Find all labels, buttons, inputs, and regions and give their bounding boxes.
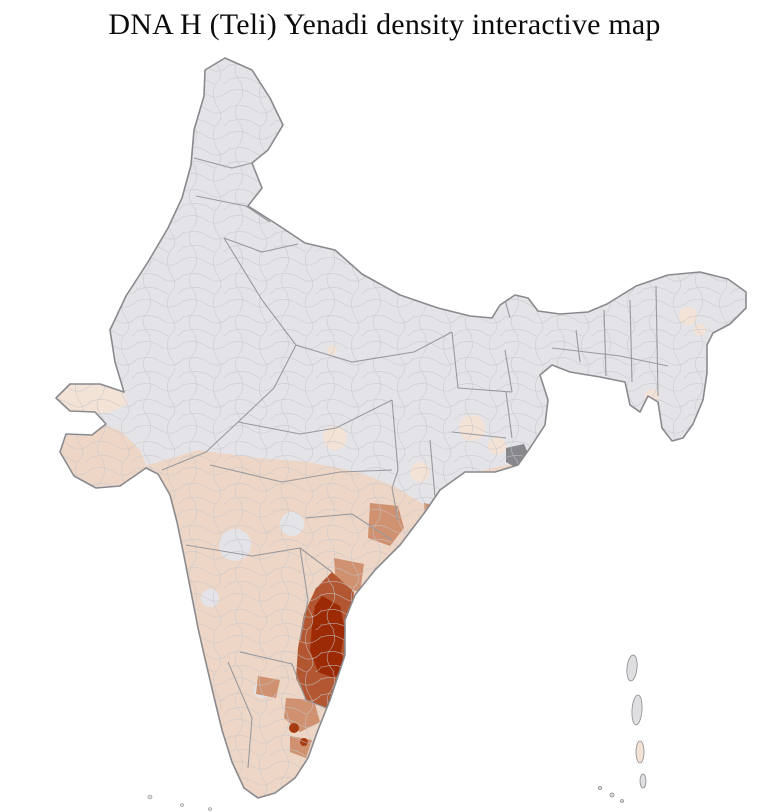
india-outline <box>55 57 747 799</box>
island[interactable] <box>598 786 602 790</box>
andaman-islands[interactable] <box>598 654 647 803</box>
island[interactable] <box>626 654 639 682</box>
india-regions <box>56 58 746 798</box>
lakshadweep-islands[interactable] <box>147 794 212 811</box>
island[interactable] <box>180 803 184 807</box>
district-boundaries-texture <box>56 58 746 798</box>
map-title: DNA H (Teli) Yenadi density interactive … <box>108 8 661 41</box>
island[interactable] <box>208 807 212 811</box>
island[interactable] <box>635 740 645 764</box>
state-boundaries <box>161 157 669 769</box>
island[interactable] <box>631 694 643 726</box>
island[interactable] <box>620 799 624 803</box>
island[interactable] <box>609 792 615 798</box>
island[interactable] <box>639 773 647 789</box>
island[interactable] <box>147 794 153 800</box>
region-very-low-density-patch[interactable] <box>528 448 542 462</box>
